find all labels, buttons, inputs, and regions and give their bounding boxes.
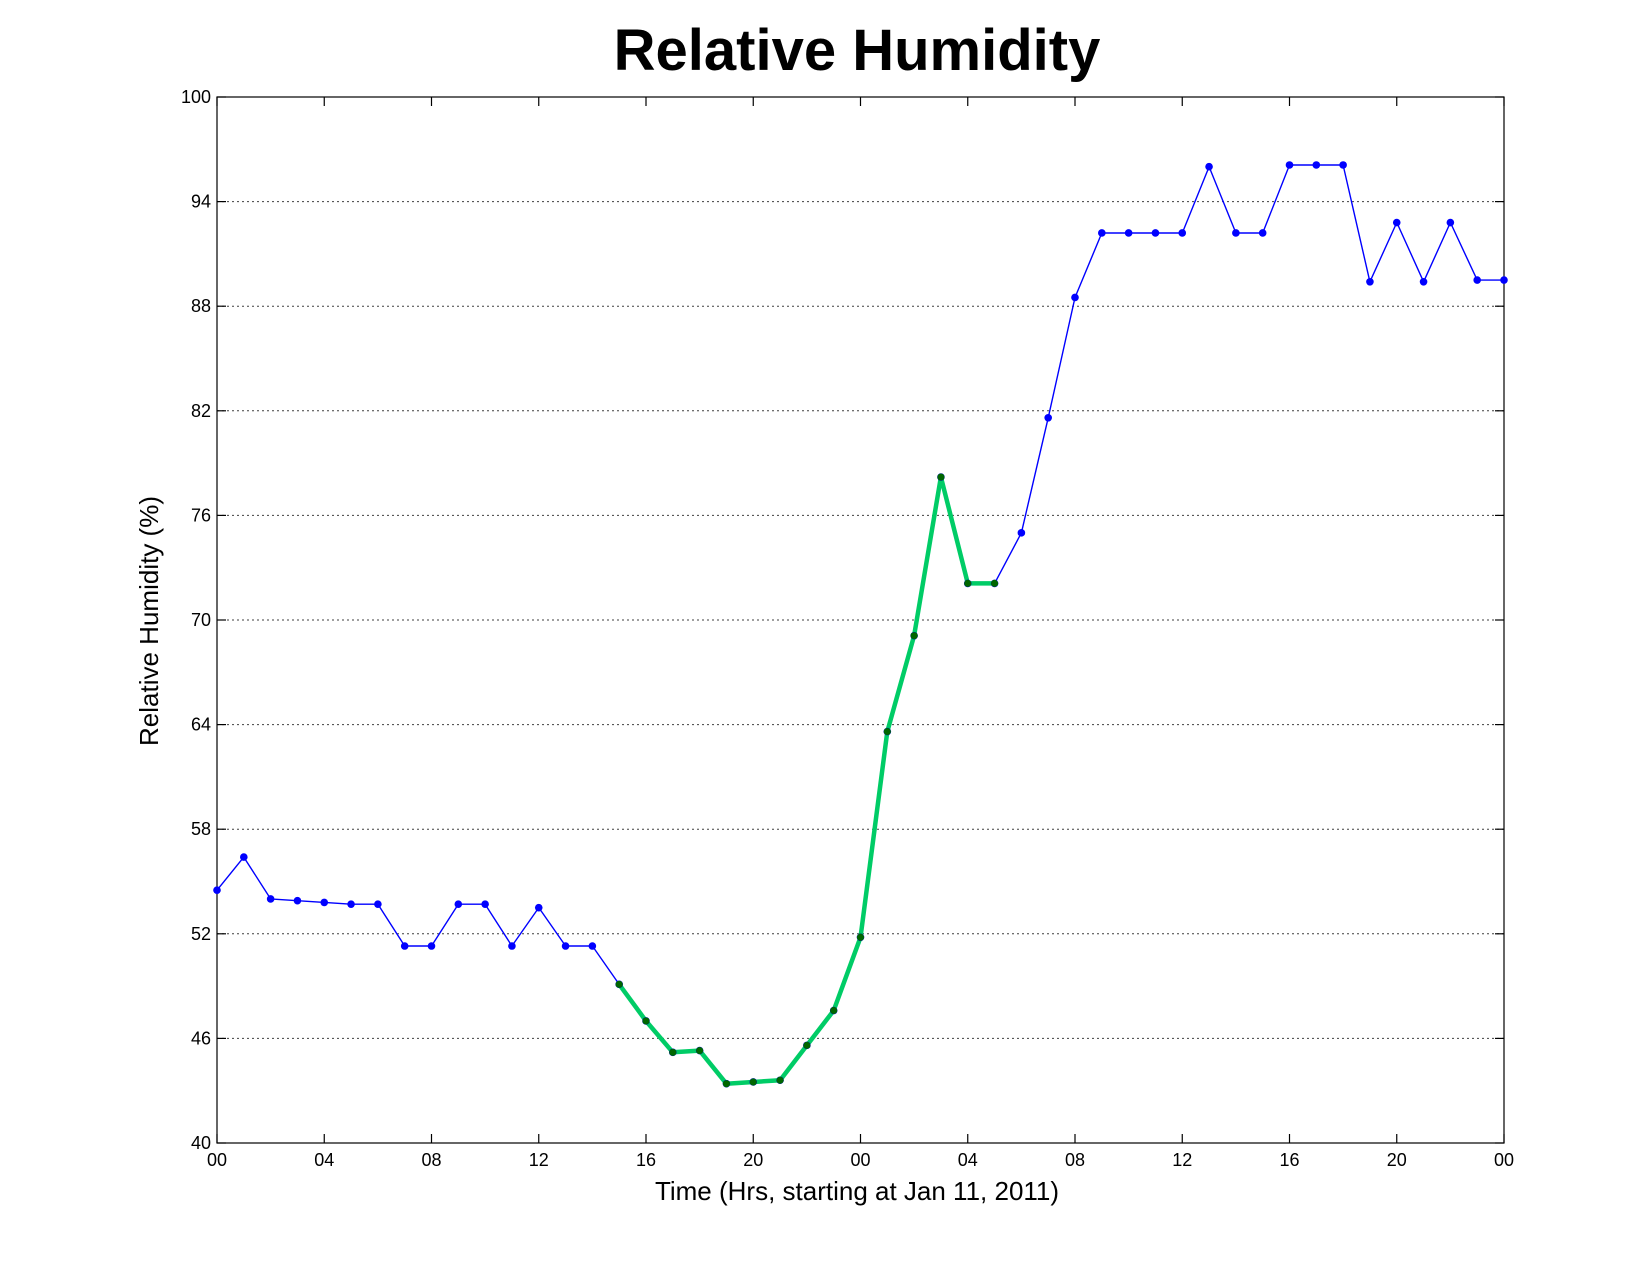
data-point-blue bbox=[508, 942, 516, 950]
data-point-blue bbox=[561, 942, 570, 950]
series-line-blue bbox=[216, 164, 1504, 1085]
data-point-blue bbox=[293, 896, 302, 905]
x-tick-label: 12 bbox=[529, 1150, 549, 1170]
data-point-blue bbox=[481, 900, 489, 908]
y-tick-label: 64 bbox=[191, 715, 211, 735]
x-tick-label: 04 bbox=[314, 1150, 334, 1170]
x-tick-label: 20 bbox=[743, 1150, 763, 1170]
data-point-green bbox=[803, 1041, 811, 1049]
data-point-green bbox=[642, 1017, 650, 1025]
data-point-blue bbox=[454, 900, 463, 908]
data-point-green bbox=[883, 727, 891, 736]
data-point-blue bbox=[588, 942, 597, 950]
data-point-green bbox=[615, 980, 623, 988]
data-point-green bbox=[937, 473, 945, 481]
data-point-blue bbox=[1473, 276, 1481, 284]
data-point-green bbox=[830, 1006, 838, 1015]
data-point-blue bbox=[1366, 277, 1374, 286]
data-point-green bbox=[722, 1080, 731, 1088]
data-point-blue bbox=[1098, 229, 1106, 237]
data-point-blue bbox=[1419, 277, 1428, 286]
x-tick-label: 00 bbox=[850, 1150, 870, 1170]
x-tick-label: 00 bbox=[1494, 1150, 1514, 1170]
x-tick-label: 08 bbox=[1065, 1150, 1085, 1170]
y-axis-label: Relative Humidity (%) bbox=[134, 496, 164, 746]
data-point-blue bbox=[374, 900, 382, 908]
x-tick-label: 20 bbox=[1387, 1150, 1407, 1170]
axis-ticks bbox=[216, 96, 1505, 1144]
data-point-blue bbox=[1446, 218, 1455, 227]
data-point-blue bbox=[320, 898, 329, 907]
x-tick-label: 16 bbox=[1279, 1150, 1299, 1170]
x-axis-label: Time (Hrs, starting at Jan 11, 2011) bbox=[655, 1176, 1059, 1206]
y-tick-label: 94 bbox=[191, 192, 211, 212]
data-point-blue bbox=[1178, 229, 1187, 237]
x-tick-label: 04 bbox=[958, 1150, 978, 1170]
data-point-blue bbox=[1339, 161, 1347, 169]
x-tick-label: 16 bbox=[636, 1150, 656, 1170]
data-point-green bbox=[856, 933, 865, 941]
data-point-blue bbox=[534, 903, 543, 912]
data-point-blue bbox=[347, 900, 355, 908]
data-point-green bbox=[669, 1048, 677, 1056]
y-tick-label: 58 bbox=[191, 819, 211, 839]
data-point-blue bbox=[427, 942, 436, 950]
y-tick-label: 52 bbox=[191, 924, 211, 944]
data-point-blue bbox=[1258, 229, 1267, 237]
y-tick-label: 88 bbox=[191, 296, 211, 316]
data-point-blue bbox=[1232, 229, 1240, 237]
y-tick-label: 82 bbox=[191, 401, 211, 421]
y-tick-label: 76 bbox=[191, 505, 211, 525]
x-tick-label: 08 bbox=[421, 1150, 441, 1170]
y-tick-label: 40 bbox=[191, 1133, 211, 1153]
data-point-blue bbox=[1392, 218, 1401, 227]
plot-frame bbox=[216, 96, 1505, 1144]
y-tick-label: 100 bbox=[181, 87, 211, 107]
data-point-blue bbox=[1312, 161, 1321, 169]
series-line-green bbox=[617, 474, 995, 1086]
data-point-blue bbox=[1071, 293, 1079, 302]
data-point-green bbox=[776, 1076, 784, 1084]
data-point-blue bbox=[1205, 162, 1213, 171]
data-point-green bbox=[990, 579, 999, 587]
y-tick-labels: 40 46 52 58 64 70 76 82 88 94 100 bbox=[181, 87, 211, 1153]
series-markers bbox=[213, 161, 1508, 1088]
data-point-blue bbox=[400, 942, 409, 950]
data-point-green bbox=[749, 1078, 757, 1086]
x-tick-label: 12 bbox=[1172, 1150, 1192, 1170]
data-point-blue bbox=[1017, 529, 1026, 537]
series-lines bbox=[216, 164, 1504, 1086]
data-point-blue bbox=[213, 886, 221, 895]
x-tick-label: 00 bbox=[207, 1150, 227, 1170]
data-point-blue bbox=[1285, 161, 1294, 169]
grid-lines bbox=[217, 201, 1504, 1039]
data-point-green bbox=[964, 579, 972, 587]
data-point-green bbox=[910, 632, 918, 640]
x-tick-labels: 00 04 08 12 16 20 00 04 08 12 16 20 00 bbox=[207, 1150, 1514, 1170]
data-point-blue bbox=[266, 895, 275, 903]
data-point-blue bbox=[1124, 229, 1133, 237]
data-point-blue bbox=[240, 853, 248, 861]
data-point-green bbox=[696, 1047, 704, 1055]
y-tick-label: 46 bbox=[191, 1028, 211, 1048]
y-tick-label: 70 bbox=[191, 610, 211, 630]
chart-title: Relative Humidity bbox=[614, 18, 1101, 83]
data-point-blue bbox=[1044, 413, 1052, 422]
data-point-blue bbox=[1151, 229, 1160, 237]
data-point-blue bbox=[1500, 276, 1508, 284]
